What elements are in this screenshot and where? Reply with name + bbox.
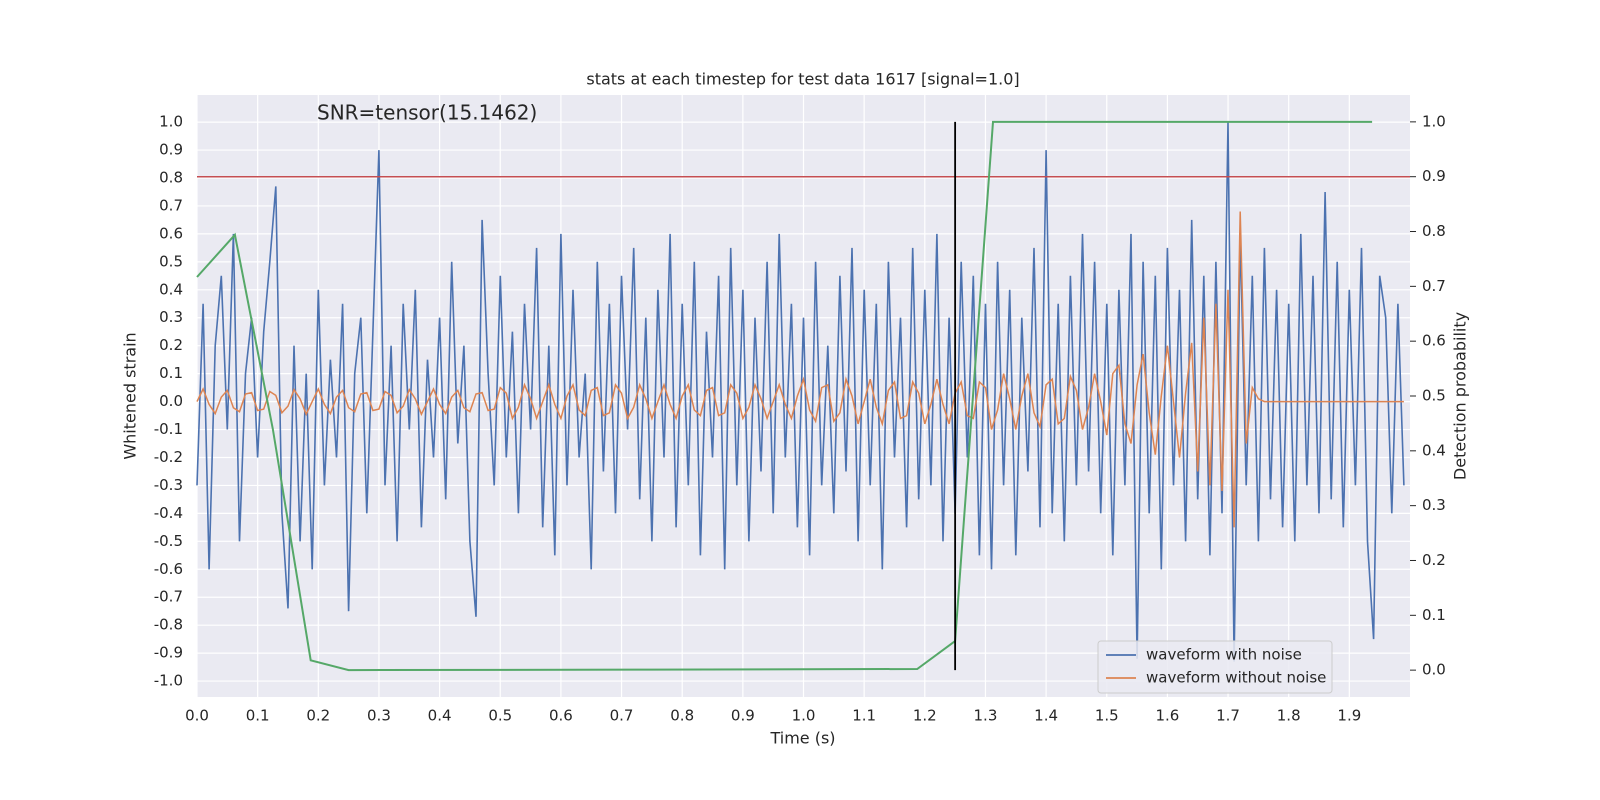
x-tick-label: 0.2: [306, 707, 330, 725]
series-line: [196, 211, 1404, 528]
legend-label: waveform without noise: [1146, 669, 1326, 687]
y-axis-label: Whitened strain: [121, 332, 140, 459]
y2-tick-label: 0.7: [1422, 277, 1446, 295]
y2-tick-label: 0.6: [1422, 332, 1446, 350]
y-tick-label: -0.1: [154, 420, 183, 438]
x-tick-label: 0.1: [246, 707, 270, 725]
y-tick-label: 1.0: [159, 113, 183, 131]
x-tick-label: 0.6: [549, 707, 573, 725]
y2-tick-label: 0.3: [1422, 496, 1446, 514]
y-tick-label: 0.5: [159, 252, 183, 270]
x-axis-label: Time (s): [769, 729, 835, 748]
y-tick-label: -0.6: [154, 560, 183, 578]
y2-tick-label: 0.9: [1422, 167, 1446, 185]
grid: [196, 95, 1416, 697]
x-tick-label: 1.3: [974, 707, 998, 725]
y-tick-label: 0.4: [159, 280, 183, 298]
x-tick-label: 1.4: [1034, 707, 1058, 725]
y-tick-label: 0.8: [159, 169, 183, 187]
y2-tick-label: 0.4: [1422, 441, 1446, 459]
y-tick-label: 0.2: [159, 336, 183, 354]
y2-tick-label: 0.0: [1422, 661, 1446, 679]
y-tick-label: -1.0: [154, 672, 183, 690]
legend: waveform with noise waveform without nois…: [1097, 640, 1333, 694]
x-tick-label: 1.8: [1277, 707, 1301, 725]
x-tick-label: 1.7: [1216, 707, 1240, 725]
x-tick-label: 0.7: [610, 707, 634, 725]
x-tick-label: 1.9: [1337, 707, 1361, 725]
x-tick-label: 0.4: [428, 707, 452, 725]
annotation: SNR=tensor(15.1462): [317, 101, 537, 125]
y-tick-label: -0.2: [154, 448, 183, 466]
y2-tick-label: 0.5: [1422, 387, 1446, 405]
series-line: [196, 122, 1405, 662]
y-tick-label: -0.4: [154, 504, 183, 522]
y-tick-label: 0.1: [159, 364, 183, 382]
y-tick-label: -0.8: [154, 616, 183, 634]
legend-box: [1097, 640, 1333, 694]
y2-tick-label: 0.2: [1422, 551, 1446, 569]
x-tick-label: 1.5: [1095, 707, 1119, 725]
chart-title: stats at each timestep for test data 161…: [586, 70, 1019, 89]
x-tick-label: 0.8: [670, 707, 694, 725]
y-tick-label: -0.3: [154, 476, 183, 494]
legend-label: waveform with noise: [1146, 646, 1302, 664]
y-tick-label: 0.6: [159, 224, 183, 242]
x-tick-label: 0.5: [488, 707, 512, 725]
x-tick-label: 0.0: [185, 707, 209, 725]
x-tick-label: 1.0: [792, 707, 816, 725]
y-tick-label: 0.7: [159, 196, 183, 214]
x-tick-label: 0.3: [367, 707, 391, 725]
probability-line: [196, 120, 1373, 672]
y2-axis-label: Detection probability: [1451, 312, 1470, 480]
y2-tick-label: 0.1: [1422, 606, 1446, 624]
x-tick-label: 1.1: [852, 707, 876, 725]
y-tick-label: 0.9: [159, 141, 183, 159]
x-tick-label: 0.9: [731, 707, 755, 725]
y-tick-label: -0.7: [154, 588, 183, 606]
y-tick-label: -0.5: [154, 532, 183, 550]
y2-tick-label: 1.0: [1422, 112, 1446, 130]
y-tick-label: -0.9: [154, 644, 183, 662]
y-tick-label: 0.0: [159, 392, 183, 410]
x-tick-label: 1.6: [1155, 707, 1179, 725]
marks: [196, 120, 1410, 672]
y2-tick-label: 0.8: [1422, 222, 1446, 240]
x-tick-label: 1.2: [913, 707, 937, 725]
y-tick-label: 0.3: [159, 308, 183, 326]
